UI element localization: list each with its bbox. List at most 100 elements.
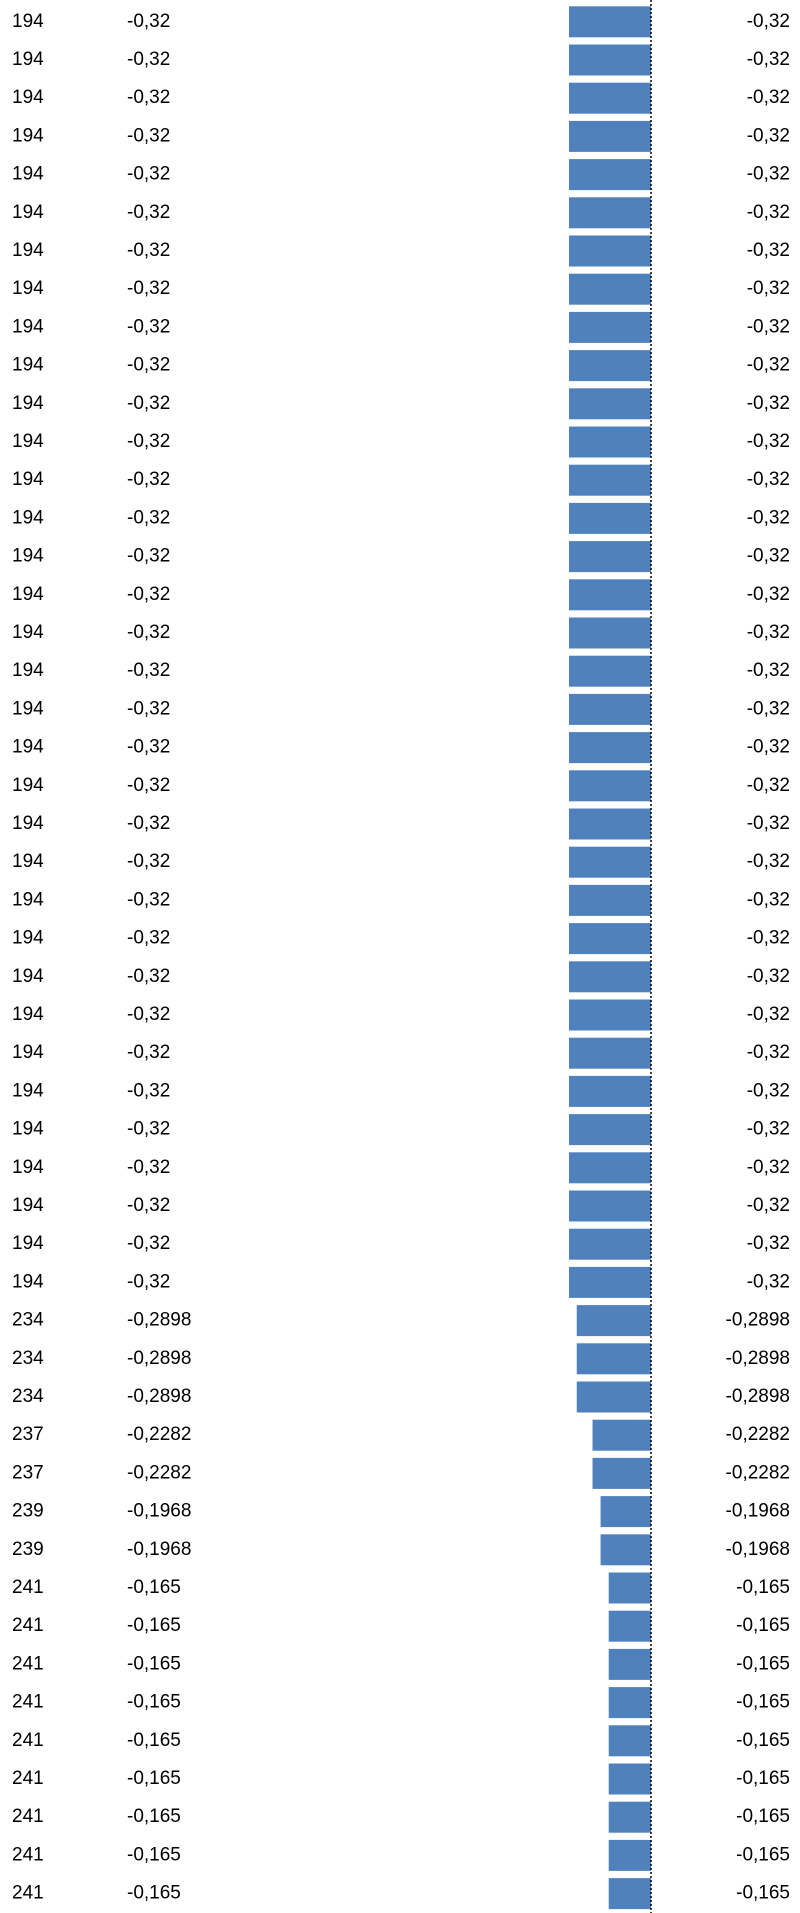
data-bar — [569, 1152, 651, 1184]
data-bar — [569, 1037, 651, 1069]
value-cell: -0,1968 — [127, 1539, 191, 1560]
row-id: 194 — [12, 1195, 44, 1216]
row-id: 194 — [12, 928, 44, 949]
bar-value-label: -0,165 — [736, 1615, 790, 1636]
row-id: 239 — [12, 1539, 44, 1560]
data-bar — [592, 1419, 651, 1451]
data-bar — [608, 1725, 651, 1757]
data-bar — [569, 655, 651, 687]
value-cell: -0,32 — [127, 49, 170, 70]
bar-value-label: -0,32 — [747, 240, 790, 261]
bar-value-label: -0,32 — [747, 660, 790, 681]
data-bar — [569, 1114, 651, 1146]
row-id: 194 — [12, 584, 44, 605]
row-id: 194 — [12, 1157, 44, 1178]
row-id: 194 — [12, 355, 44, 376]
value-cell: -0,32 — [127, 698, 170, 719]
bar-value-label: -0,1968 — [726, 1539, 790, 1560]
value-cell: -0,32 — [127, 393, 170, 414]
data-bar — [608, 1839, 651, 1871]
bar-value-label: -0,2282 — [726, 1462, 790, 1483]
data-bar — [608, 1648, 651, 1680]
value-cell: -0,32 — [127, 355, 170, 376]
bar-value-label: -0,165 — [736, 1730, 790, 1751]
value-cell: -0,165 — [127, 1653, 181, 1674]
data-bar — [569, 999, 651, 1031]
row-id: 194 — [12, 11, 44, 32]
row-id: 194 — [12, 49, 44, 70]
row-id: 194 — [12, 431, 44, 452]
value-cell: -0,32 — [127, 737, 170, 758]
bar-value-label: -0,32 — [747, 11, 790, 32]
value-cell: -0,32 — [127, 813, 170, 834]
bar-value-label: -0,32 — [747, 469, 790, 490]
bar-value-label: -0,32 — [747, 1080, 790, 1101]
row-id: 241 — [12, 1577, 44, 1598]
row-id: 241 — [12, 1844, 44, 1865]
row-id: 194 — [12, 775, 44, 796]
row-id: 194 — [12, 393, 44, 414]
data-bar — [569, 44, 651, 76]
value-cell: -0,32 — [127, 851, 170, 872]
value-cell: -0,165 — [127, 1615, 181, 1636]
row-id: 194 — [12, 1119, 44, 1140]
row-id: 194 — [12, 966, 44, 987]
bar-value-label: -0,32 — [747, 355, 790, 376]
row-id: 194 — [12, 1080, 44, 1101]
data-bar — [569, 961, 651, 993]
bar-value-label: -0,32 — [747, 164, 790, 185]
row-id: 194 — [12, 278, 44, 299]
bar-value-label: -0,165 — [736, 1883, 790, 1904]
bar-value-label: -0,32 — [747, 622, 790, 643]
row-id: 194 — [12, 469, 44, 490]
row-id: 194 — [12, 889, 44, 910]
row-id: 234 — [12, 1386, 44, 1407]
bar-value-label: -0,32 — [747, 775, 790, 796]
row-id: 194 — [12, 1004, 44, 1025]
row-id: 194 — [12, 164, 44, 185]
bar-value-label: -0,32 — [747, 1119, 790, 1140]
row-id: 194 — [12, 202, 44, 223]
value-cell: -0,32 — [127, 1195, 170, 1216]
bar-value-label: -0,32 — [747, 1004, 790, 1025]
row-id: 241 — [12, 1615, 44, 1636]
data-bar — [569, 1190, 651, 1222]
data-bar — [569, 1228, 651, 1260]
data-bar — [569, 311, 651, 343]
value-cell: -0,165 — [127, 1730, 181, 1751]
data-bar — [576, 1381, 651, 1413]
value-cell: -0,32 — [127, 469, 170, 490]
row-id: 234 — [12, 1348, 44, 1369]
row-id: 194 — [12, 622, 44, 643]
data-bar — [608, 1763, 651, 1795]
bar-value-label: -0,32 — [747, 393, 790, 414]
bar-value-label: -0,32 — [747, 507, 790, 528]
bar-value-label: -0,32 — [747, 889, 790, 910]
row-id: 194 — [12, 507, 44, 528]
bar-value-label: -0,32 — [747, 966, 790, 987]
data-bar — [569, 426, 651, 458]
bar-value-label: -0,32 — [747, 125, 790, 146]
value-cell: -0,32 — [127, 928, 170, 949]
value-cell: -0,32 — [127, 775, 170, 796]
data-bar — [569, 1266, 651, 1298]
row-id: 239 — [12, 1501, 44, 1522]
bar-value-label: -0,165 — [736, 1653, 790, 1674]
bar-value-label: -0,32 — [747, 546, 790, 567]
row-id: 194 — [12, 660, 44, 681]
data-bar — [569, 617, 651, 649]
row-id: 194 — [12, 316, 44, 337]
bar-value-label: -0,32 — [747, 1233, 790, 1254]
bar-value-label: -0,32 — [747, 928, 790, 949]
value-cell: -0,32 — [127, 966, 170, 987]
value-cell: -0,1968 — [127, 1501, 191, 1522]
value-cell: -0,2282 — [127, 1424, 191, 1445]
value-cell: -0,32 — [127, 1042, 170, 1063]
bar-value-label: -0,165 — [736, 1692, 790, 1713]
value-cell: -0,32 — [127, 1233, 170, 1254]
row-id: 194 — [12, 87, 44, 108]
data-bar — [569, 273, 651, 305]
bar-value-label: -0,1968 — [726, 1501, 790, 1522]
bar-value-label: -0,32 — [747, 851, 790, 872]
